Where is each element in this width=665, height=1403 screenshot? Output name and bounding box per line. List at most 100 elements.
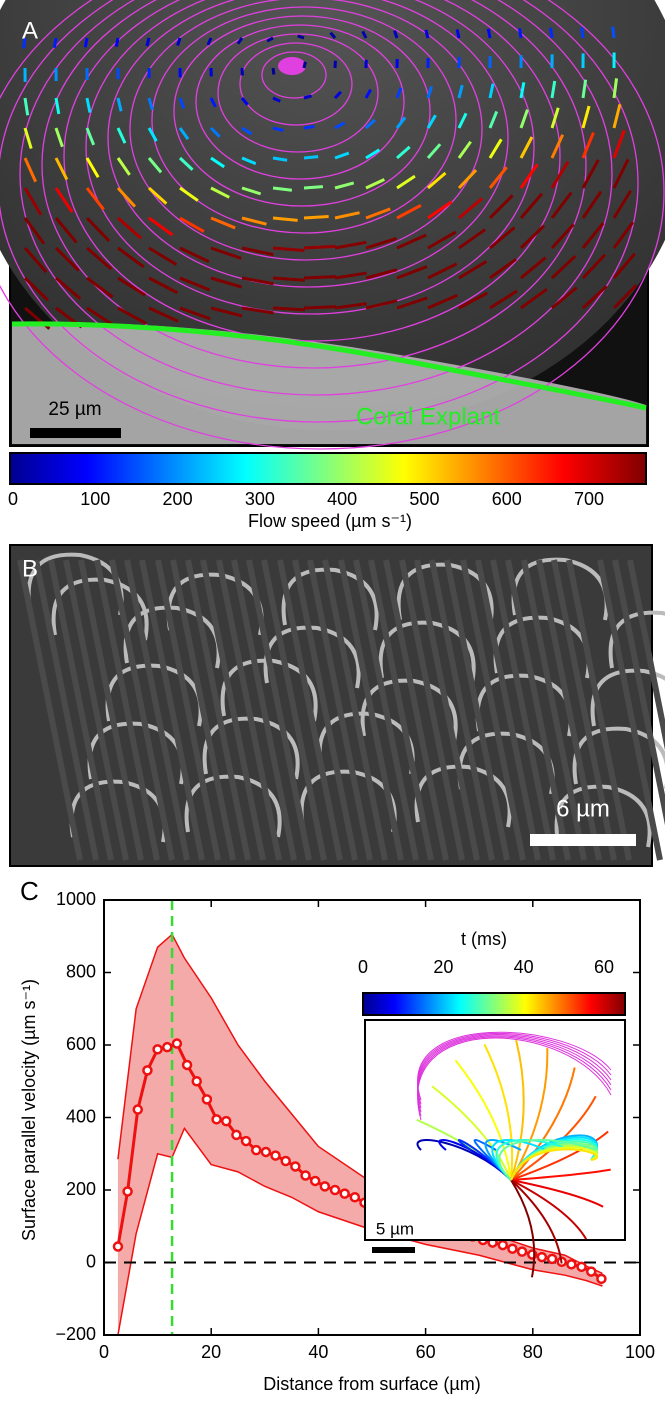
colorbar-tick-label: 400: [327, 489, 357, 509]
colorbar-tick-label: 60: [594, 957, 614, 977]
flow-arrow: [273, 68, 274, 75]
point: [587, 1268, 595, 1276]
point: [597, 1275, 605, 1283]
colorbar-tick-label: 300: [245, 489, 275, 509]
flow-arrow: [613, 27, 614, 38]
panel-label: A: [22, 17, 38, 44]
y-tick-label: 200: [66, 1179, 96, 1199]
point: [232, 1131, 240, 1139]
point: [538, 1253, 546, 1261]
flow-arrow: [426, 30, 428, 38]
scale-bar-label: 5 µm: [376, 1219, 414, 1238]
flow-arrow: [457, 29, 459, 38]
point: [331, 1186, 339, 1194]
flow-arrow: [304, 246, 335, 248]
page: {"chart_data": [ {"type": "flowfield", "…: [0, 0, 665, 1403]
colorbar-tick-label: 500: [409, 489, 439, 509]
point: [272, 1152, 280, 1160]
x-tick-label: 60: [416, 1342, 436, 1362]
flow-arrow: [304, 157, 318, 158]
flow-arrow: [273, 308, 305, 310]
flow-arrow: [304, 187, 323, 188]
colorbar-tick-label: 100: [80, 489, 110, 509]
point: [567, 1260, 575, 1268]
x-tick-label: 20: [201, 1342, 221, 1362]
point: [548, 1255, 556, 1263]
point: [252, 1146, 260, 1154]
point: [183, 1061, 191, 1069]
y-tick-label: −200: [55, 1324, 96, 1344]
point: [134, 1106, 142, 1114]
colorbar-tick-label: 40: [514, 957, 534, 977]
point: [154, 1045, 162, 1053]
point: [311, 1177, 319, 1185]
x-tick-label: 0: [99, 1342, 109, 1362]
flow-arrow: [582, 27, 583, 38]
point: [222, 1117, 230, 1125]
x-tick-label: 100: [625, 1342, 655, 1362]
flow-arrow: [304, 96, 312, 98]
inset-panel: [365, 1020, 625, 1240]
flow-arrow: [304, 307, 336, 308]
point: [262, 1148, 270, 1156]
panel-label: C: [20, 876, 39, 906]
inset-colorbar: [363, 993, 625, 1015]
figure: 25 µm Coral Explant A Flow speed (µm s⁻¹…: [0, 0, 665, 1398]
vortex-core: [278, 57, 306, 75]
point: [518, 1248, 526, 1256]
y-tick-label: 400: [66, 1106, 96, 1126]
scale-bar-label: 25 µm: [48, 399, 101, 420]
point: [114, 1243, 122, 1251]
point: [282, 1157, 290, 1165]
point: [213, 1115, 221, 1123]
colorbar-tick-label: 0: [8, 489, 18, 509]
flow-arrow: [519, 28, 521, 38]
point: [143, 1066, 151, 1074]
point: [163, 1043, 171, 1051]
flow-arrow: [488, 29, 490, 38]
flow-arrow: [147, 38, 149, 46]
scale-bar: [372, 1247, 415, 1253]
point: [173, 1040, 181, 1048]
y-tick-label: 0: [86, 1251, 96, 1271]
flow-arrow: [304, 217, 329, 218]
point: [193, 1077, 201, 1085]
point: [321, 1182, 329, 1190]
colorbar-tick-label: 200: [163, 489, 193, 509]
flow-arrow: [298, 36, 304, 38]
panel-label: B: [22, 555, 38, 582]
flow-arrow: [54, 38, 56, 48]
colorbar: [10, 453, 646, 484]
point: [341, 1190, 349, 1198]
y-tick-label: 800: [66, 961, 96, 981]
colorbar-tick-label: 700: [574, 489, 604, 509]
flow-arrow: [116, 38, 118, 47]
annotation: Coral Explant: [356, 403, 500, 430]
point: [242, 1137, 250, 1145]
colorbar-tick-label: 20: [433, 957, 453, 977]
point: [351, 1193, 359, 1201]
point: [302, 1172, 310, 1180]
flow-arrow: [304, 277, 336, 278]
x-axis-label: Distance from surface (µm): [263, 1374, 480, 1394]
flow-arrow: [304, 62, 305, 68]
point: [124, 1187, 132, 1195]
point: [499, 1241, 507, 1249]
x-tick-label: 80: [523, 1342, 543, 1362]
colorbar-label: Flow speed (µm s⁻¹): [248, 511, 412, 531]
y-axis-label: Surface parallel velocity (µm s⁻¹): [19, 979, 39, 1241]
point: [203, 1095, 211, 1103]
y-tick-label: 600: [66, 1034, 96, 1054]
flow-arrow: [551, 28, 552, 38]
point: [578, 1263, 586, 1271]
point: [291, 1162, 299, 1170]
x-tick-label: 40: [308, 1342, 328, 1362]
flow-arrow: [304, 126, 314, 128]
scale-bar: [30, 428, 121, 438]
point: [508, 1245, 516, 1253]
scale-bar: [530, 834, 636, 846]
scale-bar-label: 6 µm: [556, 795, 610, 822]
flow-arrow: [85, 38, 87, 47]
colorbar-tick-label: 600: [492, 489, 522, 509]
colorbar-tick-label: 0: [358, 957, 368, 977]
